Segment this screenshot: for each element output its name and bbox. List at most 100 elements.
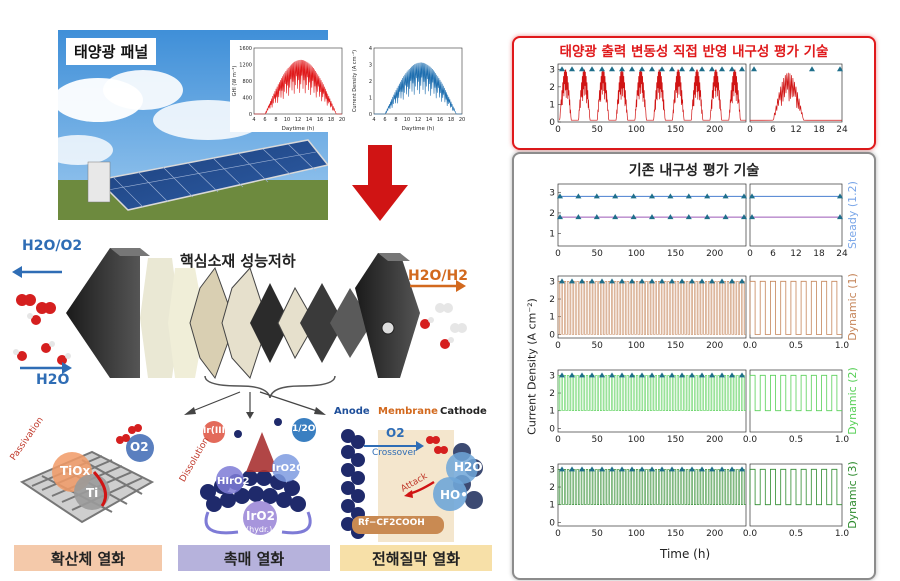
marker-triangle xyxy=(749,214,755,220)
mini-ylabel: Current Density (A cm⁻²) xyxy=(352,50,358,112)
marker-triangle xyxy=(649,372,655,378)
mini-ytick: 3 xyxy=(369,63,372,69)
top-box-title: 태양광 출력 변동성 직접 반영 내구성 평가 기술 xyxy=(559,44,829,60)
marker-triangle xyxy=(699,278,705,284)
ytick-label: 2 xyxy=(549,83,555,93)
marker-triangle xyxy=(667,214,674,220)
marker-triangle xyxy=(679,466,685,472)
marker-triangle xyxy=(669,466,675,472)
ytick-label: 1 xyxy=(549,407,555,417)
marker-triangle xyxy=(719,278,725,284)
marker-triangle xyxy=(659,466,665,472)
marker-triangle xyxy=(609,66,615,72)
ytick-label: 3 xyxy=(549,465,555,475)
marker-triangle xyxy=(557,214,563,220)
marker-triangle xyxy=(609,278,615,284)
marker-triangle xyxy=(639,278,645,284)
crossover-label: Crossover xyxy=(372,448,417,458)
marker-triangle xyxy=(729,372,735,378)
marker-triangle xyxy=(609,466,615,472)
mini-chart-ghi: 4 6 8 10 12 14 16 18 20 0 400 800 1200 1600 Daytime (h… xyxy=(230,40,348,132)
rf-cf2cooh-label: Rf−CF2COOH xyxy=(358,518,425,528)
mini-xtick: 6 xyxy=(383,117,386,123)
mini-xtick: 16 xyxy=(317,117,323,123)
iro2-hydr-label: IrO2 xyxy=(246,509,275,523)
mini-xtick: 18 xyxy=(328,117,334,123)
xtick-label: 0 xyxy=(747,249,753,259)
tiox-label: TiOx xyxy=(60,464,91,478)
row-label-3: Dynamic (3) xyxy=(846,461,859,529)
xtick-label: 0.0 xyxy=(743,435,758,445)
marker-triangle xyxy=(709,278,715,284)
ytick-label: 1 xyxy=(549,230,555,240)
mini-xtick: 8 xyxy=(274,117,277,123)
marker-triangle xyxy=(559,372,565,378)
o2-label-panel1: O2 xyxy=(130,440,149,454)
marker-triangle xyxy=(589,466,595,472)
xtick-label: 1.0 xyxy=(835,529,850,539)
marker-triangle xyxy=(679,66,685,72)
xtick-label: 6 xyxy=(770,249,776,259)
marker-triangle xyxy=(704,193,711,199)
ytick-label: 2 xyxy=(549,389,555,399)
marker-triangle xyxy=(809,66,815,72)
xtick-label: 50 xyxy=(591,125,603,135)
marker-triangle xyxy=(722,214,729,220)
ytick-label: 1 xyxy=(549,313,555,323)
marker-triangle xyxy=(649,466,655,472)
mini-xtick: 10 xyxy=(404,117,410,123)
marker-triangle xyxy=(612,193,619,199)
xtick-label: 50 xyxy=(591,249,603,259)
bottom-box-title: 기존 내구성 평가 기술 xyxy=(628,163,760,179)
marker-triangle xyxy=(719,466,725,472)
marker-triangle xyxy=(679,278,685,284)
hiro2-label: HIrO2 xyxy=(217,476,250,487)
marker-triangle xyxy=(722,193,729,199)
marker-triangle xyxy=(579,466,585,472)
xtick-label: 150 xyxy=(667,341,684,351)
marker-triangle xyxy=(599,66,605,72)
xtick-label: 0.5 xyxy=(789,529,803,539)
top-series-right xyxy=(749,72,842,121)
xtick-label: 0 xyxy=(747,125,753,135)
marker-triangle xyxy=(575,193,582,199)
xtick-label: 18 xyxy=(813,125,825,135)
xtick-label: 100 xyxy=(628,529,645,539)
ytick-label: 2 xyxy=(549,295,555,305)
marker-triangle xyxy=(599,372,605,378)
marker-triangle xyxy=(649,214,655,220)
ytick-label: 3 xyxy=(549,371,555,381)
marker-triangle xyxy=(593,214,600,220)
marker-triangle xyxy=(685,214,692,220)
mini-series xyxy=(374,62,462,115)
mini-xtick: 8 xyxy=(394,117,397,123)
ytick-label: 1 xyxy=(549,501,555,511)
mini-ytick: 4 xyxy=(369,46,372,52)
mini-chart-current-density: 4 6 8 10 12 14 16 18 20 0 1 2 3 4 Daytime (h) Current D… xyxy=(350,40,468,132)
marker-triangle xyxy=(619,466,625,472)
xtick-label: 100 xyxy=(628,341,645,351)
row-label-1: Dynamic (1) xyxy=(846,273,859,341)
marker-triangle xyxy=(557,193,563,199)
xtick-label: 200 xyxy=(706,529,723,539)
marker-triangle xyxy=(739,466,745,472)
mini-xtick: 10 xyxy=(284,117,290,123)
bottom-xlabel: Time (h) xyxy=(660,547,711,561)
marker-triangle xyxy=(729,278,735,284)
marker-triangle xyxy=(630,214,637,220)
stack-title: 핵심소재 성능저하 xyxy=(180,252,296,270)
marker-triangle xyxy=(699,372,705,378)
marker-triangle xyxy=(630,193,637,199)
xtick-label: 0.0 xyxy=(743,529,758,539)
ytick-label: 3 xyxy=(549,188,555,198)
dynamic-series-right xyxy=(749,280,842,335)
xtick-label: 0.5 xyxy=(789,435,803,445)
marker-triangle xyxy=(739,278,745,284)
marker-triangle xyxy=(837,66,843,72)
marker-triangle xyxy=(699,66,705,72)
inlet-h2o-o2-label: H2O/O2 xyxy=(22,238,83,254)
xtick-label: 0 xyxy=(555,125,561,135)
marker-triangle xyxy=(709,66,715,72)
mini-ytick: 1200 xyxy=(239,63,252,69)
